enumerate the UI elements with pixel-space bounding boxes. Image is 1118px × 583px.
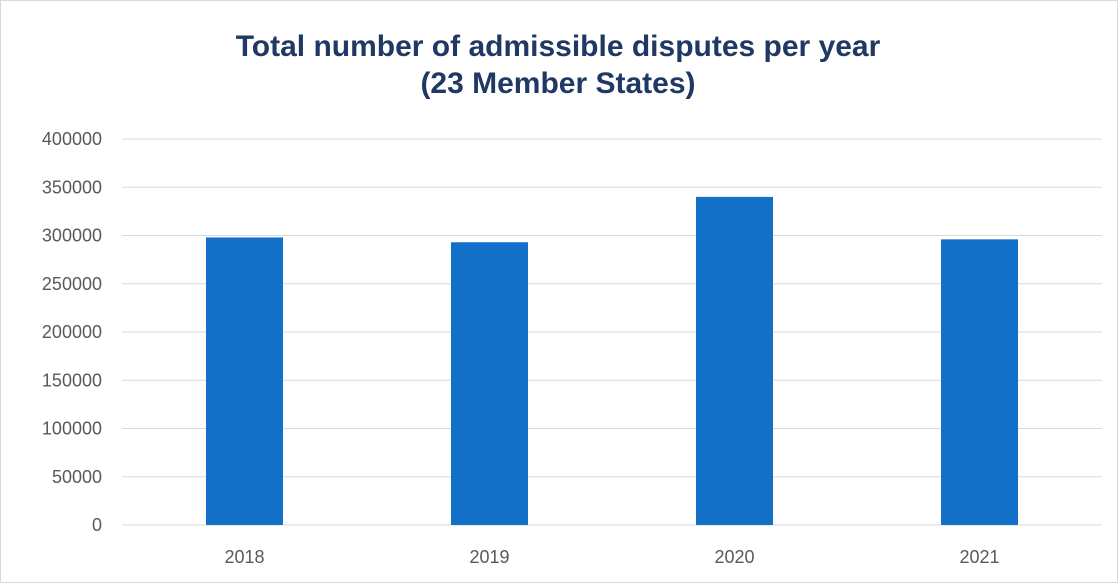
x-tick-label: 2021 [959, 547, 999, 567]
y-tick-label: 100000 [42, 419, 102, 439]
y-tick-label: 300000 [42, 226, 102, 246]
y-tick-label: 400000 [42, 129, 102, 149]
chart-title: Total number of admissible disputes per … [235, 30, 881, 63]
bars [206, 196, 1018, 526]
y-tick-label: 200000 [42, 322, 102, 342]
gridlines [122, 138, 1102, 526]
x-axis-tick-labels: 2018 2019 2020 2021 [224, 547, 999, 567]
y-tick-label: 50000 [52, 467, 102, 487]
bar-2020 [696, 196, 773, 525]
chart-title-block: Total number of admissible disputes per … [0, 28, 1116, 102]
y-tick-label: 350000 [42, 177, 102, 197]
bar-2021 [941, 239, 1018, 526]
x-tick-label: 2019 [469, 547, 509, 567]
y-tick-label: 250000 [42, 274, 102, 294]
y-axis-tick-labels: 0 50000 100000 150000 200000 250000 300000 3500… [42, 129, 102, 535]
chart-subtitle: (23 Member States) [420, 67, 696, 100]
x-tick-label: 2020 [714, 547, 754, 567]
y-tick-label: 150000 [42, 370, 102, 390]
y-tick-label: 0 [92, 515, 102, 535]
x-tick-label: 2018 [224, 547, 264, 567]
bar-2019 [451, 242, 528, 525]
bar-2018 [206, 237, 283, 525]
